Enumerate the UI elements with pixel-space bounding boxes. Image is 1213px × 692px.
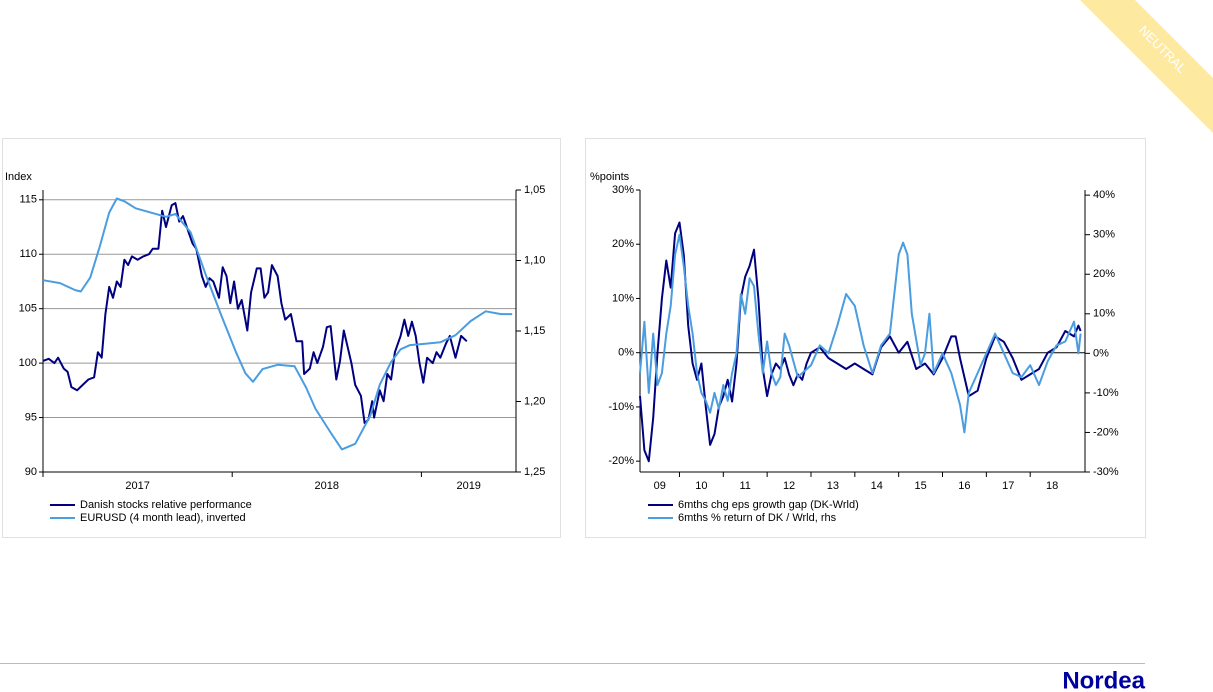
legend-label: Danish stocks relative performance: [80, 499, 252, 511]
x-tick-label: 09: [654, 480, 666, 492]
x-tick-label: 12: [783, 480, 795, 492]
y-tick-label: 20%: [612, 238, 634, 250]
x-tick-label: 13: [827, 480, 839, 492]
x-tick-label: 15: [914, 480, 926, 492]
y-tick-label: 110: [19, 248, 37, 260]
x-tick-label: 2019: [456, 480, 480, 492]
y2-tick-label: -30%: [1093, 466, 1119, 478]
y-axis-label: Index: [5, 171, 32, 183]
series-line: [639, 233, 1082, 434]
y-tick-label: -20%: [608, 455, 634, 467]
y2-tick-label: 30%: [1093, 229, 1115, 241]
panel-frame: [585, 138, 1146, 538]
x-tick-label: 16: [958, 480, 970, 492]
x-tick-label: 2017: [125, 480, 149, 492]
y2-tick-label: -10%: [1093, 387, 1119, 399]
y-tick-label: 10%: [612, 292, 634, 304]
y-tick-label: 95: [25, 411, 37, 423]
x-tick-label: 2018: [315, 480, 339, 492]
y2-tick-label: 1,20: [524, 395, 545, 407]
y-tick-label: 30%: [612, 184, 634, 196]
y-axis-label: %points: [590, 171, 630, 183]
y2-tick-label: -20%: [1093, 426, 1119, 438]
y2-tick-label: 0%: [1093, 347, 1109, 359]
y-tick-label: -10%: [608, 401, 634, 413]
x-tick-label: 11: [740, 480, 751, 492]
logo: Nordea: [1062, 667, 1145, 692]
x-tick-label: 17: [1002, 480, 1014, 492]
x-tick-label: 14: [871, 480, 883, 492]
y-tick-label: 115: [19, 194, 37, 206]
y2-tick-label: 1,10: [524, 254, 545, 266]
y2-tick-label: 1,05: [524, 184, 545, 196]
y-tick-label: 105: [19, 303, 37, 315]
y2-tick-label: 1,25: [524, 466, 545, 478]
legend-label: 6mths % return of DK / Wrld, rhs: [678, 512, 837, 524]
legend-label: EURUSD (4 month lead), inverted: [80, 512, 246, 524]
y-tick-label: 90: [25, 466, 37, 478]
y2-tick-label: 20%: [1093, 268, 1115, 280]
y2-tick-label: 40%: [1093, 189, 1115, 201]
legend-label: 6mths chg eps growth gap (DK-Wrld): [678, 499, 859, 511]
y-tick-label: 0%: [618, 347, 634, 359]
y2-tick-label: 1,15: [524, 325, 545, 337]
series-line: [42, 197, 513, 451]
panel-frame: [2, 138, 561, 538]
y-tick-label: 100: [19, 357, 37, 369]
y2-tick-label: 10%: [1093, 308, 1115, 320]
x-tick-label: 18: [1046, 480, 1058, 492]
x-tick-label: 10: [695, 480, 707, 492]
badge-ribbon: [1080, 0, 1213, 133]
